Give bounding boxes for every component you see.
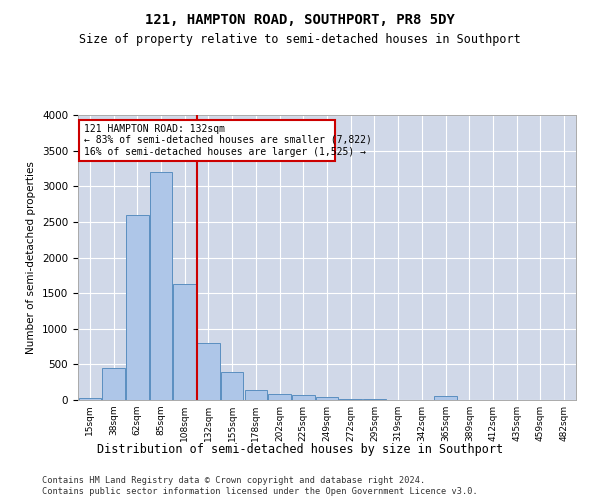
Bar xyxy=(221,372,244,400)
Bar xyxy=(103,368,125,400)
FancyBboxPatch shape xyxy=(79,120,335,162)
Bar xyxy=(340,399,362,400)
Bar xyxy=(150,172,172,400)
Bar xyxy=(268,394,291,400)
Bar xyxy=(173,284,196,400)
Text: Size of property relative to semi-detached houses in Southport: Size of property relative to semi-detach… xyxy=(79,32,521,46)
Bar xyxy=(434,396,457,400)
Y-axis label: Number of semi-detached properties: Number of semi-detached properties xyxy=(26,161,37,354)
Text: 121 HAMPTON ROAD: 132sqm: 121 HAMPTON ROAD: 132sqm xyxy=(84,124,225,134)
Text: 121, HAMPTON ROAD, SOUTHPORT, PR8 5DY: 121, HAMPTON ROAD, SOUTHPORT, PR8 5DY xyxy=(145,12,455,26)
Bar xyxy=(292,395,314,400)
Text: Distribution of semi-detached houses by size in Southport: Distribution of semi-detached houses by … xyxy=(97,442,503,456)
Bar xyxy=(197,343,220,400)
Bar xyxy=(126,215,149,400)
Text: ← 83% of semi-detached houses are smaller (7,822): ← 83% of semi-detached houses are smalle… xyxy=(84,135,372,145)
Text: Contains HM Land Registry data © Crown copyright and database right 2024.: Contains HM Land Registry data © Crown c… xyxy=(42,476,425,485)
Bar xyxy=(316,397,338,400)
Bar xyxy=(79,398,101,400)
Text: Contains public sector information licensed under the Open Government Licence v3: Contains public sector information licen… xyxy=(42,488,478,496)
Text: 16% of semi-detached houses are larger (1,525) →: 16% of semi-detached houses are larger (… xyxy=(84,147,366,157)
Bar xyxy=(245,390,267,400)
